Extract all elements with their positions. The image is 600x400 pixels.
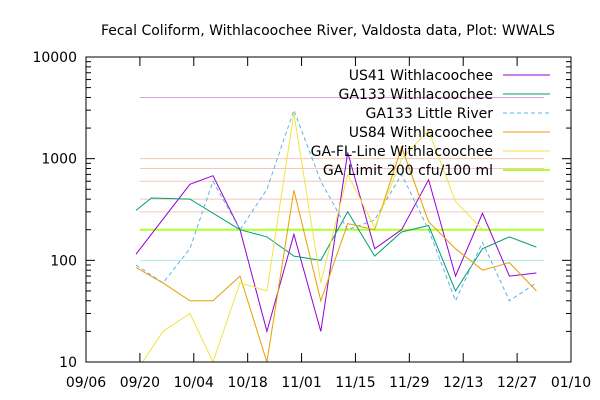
legend-label: GA133 Withlacoochee — [339, 87, 493, 103]
legend-label: GA133 Little River — [366, 106, 494, 122]
x-tick-label: 11/15 — [335, 375, 375, 391]
series-line-4 — [135, 145, 537, 362]
plot-frame — [85, 56, 572, 363]
x-tick-label: 12/13 — [443, 375, 483, 391]
legend-label: US84 Withlacoochee — [349, 125, 493, 141]
chart-title: Fecal Coliform, Withlacoochee River, Val… — [101, 23, 555, 39]
y-tick-label: 10 — [59, 355, 77, 371]
legend-label: GA Limit 200 cfu/100 ml — [323, 163, 493, 179]
x-tick-label: 11/29 — [389, 375, 429, 391]
axes: 10 100 1000 10000 09/06 09/20 10/04 10/18 11/01 1… — [32, 50, 591, 391]
series-lines — [135, 108, 537, 362]
x-tick-label: 01/10 — [551, 375, 591, 391]
x-tick-label: 11/01 — [281, 375, 321, 391]
legend-label: GA-FL-Line Withlacoochee — [311, 144, 493, 160]
x-tick-label: 09/20 — [120, 375, 160, 391]
legend-label: US41 Withlacoochee — [349, 68, 493, 84]
x-tick-label: 09/06 — [66, 375, 106, 391]
x-tick-label: 10/18 — [227, 375, 267, 391]
legend: US41 Withlacoochee GA133 Withlacoochee GA1… — [311, 68, 550, 179]
y-tick-label: 10000 — [32, 50, 77, 66]
series-line-1 — [135, 152, 537, 334]
y-tick-label: 1000 — [41, 152, 77, 168]
x-tick-label: 10/04 — [174, 375, 214, 391]
y-tick-label: 100 — [50, 253, 77, 269]
series-line-5 — [141, 113, 483, 362]
x-tick-label: 12/27 — [497, 375, 537, 391]
series-line-3 — [135, 108, 537, 303]
